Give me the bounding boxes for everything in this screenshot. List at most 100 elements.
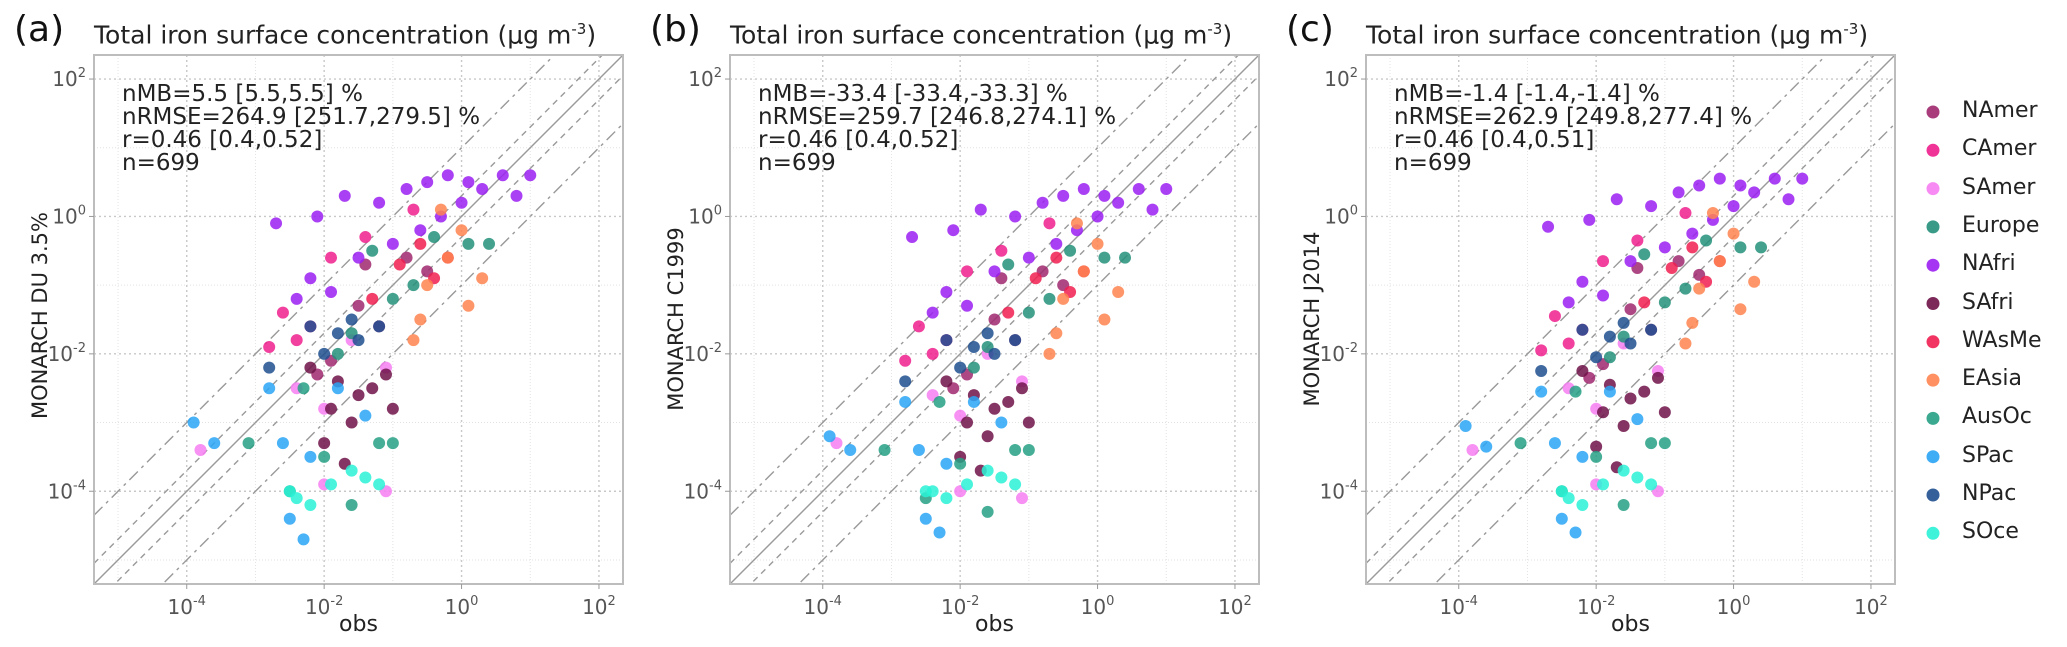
x-tick-label: 10-4 bbox=[1440, 594, 1478, 619]
data-point-EAsia bbox=[1713, 255, 1726, 268]
series-SOce bbox=[1555, 464, 1658, 511]
data-point-SPac bbox=[823, 430, 836, 443]
series-NAmer bbox=[1583, 255, 1706, 384]
data-point-AusOc bbox=[954, 457, 967, 470]
data-point-CAmer bbox=[407, 203, 420, 216]
panel-letter-text: (a) bbox=[14, 9, 65, 50]
data-point-NAfri bbox=[304, 272, 317, 285]
data-point-EAsia bbox=[1077, 265, 1090, 278]
reference-line-1-2 bbox=[749, 75, 1259, 584]
data-point-Europe bbox=[331, 347, 344, 360]
data-point-Europe bbox=[1679, 282, 1692, 295]
y-tick-label: 100 bbox=[688, 203, 722, 228]
data-point-EAsia bbox=[476, 272, 489, 285]
series-NAfri bbox=[906, 182, 1173, 319]
data-point-NAfri bbox=[1077, 182, 1090, 195]
title-text: Total iron surface concentration (μg m bbox=[1366, 20, 1844, 50]
data-point-Europe bbox=[1638, 248, 1651, 261]
data-point-SPac bbox=[912, 444, 925, 457]
data-point-NAmer bbox=[1624, 303, 1637, 316]
data-point-NAfri bbox=[1583, 213, 1596, 226]
data-point-CAmer bbox=[325, 251, 338, 264]
data-point-NAfri bbox=[906, 231, 919, 244]
data-point-NPac bbox=[373, 320, 386, 333]
legend-item-EAsia: EAsia bbox=[1962, 366, 2023, 392]
data-point-NAfri bbox=[1597, 289, 1610, 302]
data-point-SOce bbox=[373, 478, 386, 491]
data-point-NAfri bbox=[1748, 186, 1761, 199]
series-NPac bbox=[899, 327, 1022, 388]
data-point-SPac bbox=[1480, 440, 1493, 453]
stats-annotation: nMB=5.5 [5.5,5.5] % nRMSE=264.9 [251.7,27… bbox=[122, 83, 480, 175]
data-point-AusOc bbox=[1658, 437, 1671, 450]
data-point-AusOc bbox=[1514, 437, 1527, 450]
panel-title: Total iron surface concentration (μg m-3… bbox=[730, 14, 1232, 50]
data-point-SAfri bbox=[1015, 382, 1028, 395]
data-point-NAfri bbox=[455, 196, 468, 209]
reference-line-2-1 bbox=[94, 55, 604, 564]
x-axis-label: obs bbox=[895, 612, 1095, 637]
data-point-NAfri bbox=[1645, 200, 1658, 213]
series-EAsia bbox=[1043, 217, 1125, 360]
y-tick-label: 102 bbox=[1324, 66, 1358, 91]
reference-line-10-1 bbox=[730, 55, 1192, 516]
data-point-Europe bbox=[1603, 351, 1616, 364]
data-point-SAfri bbox=[940, 375, 953, 388]
data-point-EAsia bbox=[414, 313, 427, 326]
legend-item-CAmer: CAmer bbox=[1962, 136, 2037, 162]
data-point-AusOc bbox=[1022, 444, 1035, 457]
x-tick-label: 100 bbox=[1081, 594, 1115, 619]
data-point-SAfri bbox=[988, 402, 1001, 415]
data-point-NAfri bbox=[1693, 179, 1706, 192]
data-point-NPac bbox=[1009, 334, 1022, 347]
data-point-NAfri bbox=[476, 182, 489, 195]
data-point-NAfri bbox=[270, 217, 283, 230]
data-point-NAfri bbox=[1734, 179, 1747, 192]
data-point-EAsia bbox=[421, 279, 434, 292]
x-tick-label: 10-4 bbox=[168, 594, 206, 619]
data-point-NPac bbox=[263, 361, 276, 374]
data-point-NPac bbox=[331, 327, 344, 340]
data-point-NAfri bbox=[961, 299, 974, 312]
data-point-NPac bbox=[1590, 351, 1603, 364]
data-point-SAmer bbox=[1466, 444, 1479, 457]
data-point-NPac bbox=[304, 320, 317, 333]
data-point-AusOc bbox=[297, 382, 310, 395]
data-point-SPac bbox=[967, 395, 980, 408]
panel-letter: (b) bbox=[650, 10, 701, 50]
data-point-NAfri bbox=[311, 210, 324, 223]
data-point-NAfri bbox=[940, 286, 953, 299]
data-point-SOce bbox=[345, 464, 358, 477]
data-point-SAmer bbox=[1015, 492, 1028, 505]
axes-frame bbox=[729, 54, 1260, 585]
data-point-NPac bbox=[967, 340, 980, 353]
data-point-SAfri bbox=[1617, 419, 1630, 432]
data-point-Europe bbox=[1002, 258, 1015, 271]
data-point-NAfri bbox=[386, 237, 399, 250]
series-SPac bbox=[823, 395, 1008, 539]
data-point-NAfri bbox=[1009, 210, 1022, 223]
data-point-SPac bbox=[844, 444, 857, 457]
data-point-NAfri bbox=[1727, 200, 1740, 213]
data-point-NAmer bbox=[988, 313, 1001, 326]
data-point-NAfri bbox=[947, 224, 960, 237]
data-point-NAfri bbox=[1562, 296, 1575, 309]
data-point-CAmer bbox=[359, 231, 372, 244]
legend-marker-AusOc bbox=[1926, 411, 1940, 425]
data-point-NPac bbox=[352, 334, 365, 347]
data-point-EAsia bbox=[1686, 316, 1699, 329]
series-Europe bbox=[1603, 234, 1768, 364]
legend-item-SAfri: SAfri bbox=[1962, 289, 2014, 315]
data-point-NAfri bbox=[1160, 182, 1173, 195]
data-point-EAsia bbox=[1748, 275, 1761, 288]
data-point-EAsia bbox=[462, 299, 475, 312]
data-point-WAsMe bbox=[1050, 251, 1063, 264]
data-point-CAmer bbox=[926, 347, 939, 360]
legend-marker-SAmer bbox=[1926, 182, 1940, 196]
legend-marker-WAsMe bbox=[1926, 335, 1940, 349]
data-point-SOce bbox=[325, 478, 338, 491]
panel-letter-text: (b) bbox=[650, 9, 701, 50]
data-point-NAfri bbox=[338, 189, 351, 202]
series-SOce bbox=[283, 464, 386, 511]
